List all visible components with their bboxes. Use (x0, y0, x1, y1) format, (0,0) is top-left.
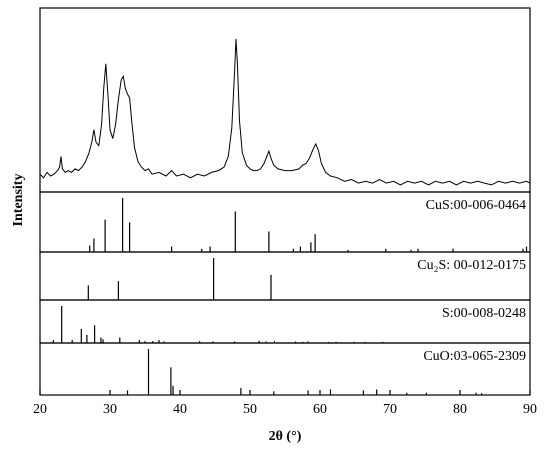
phase-label: S:00-008-0248 (442, 306, 526, 321)
y-axis-label: Intensity (11, 174, 26, 227)
x-tick-label: 30 (103, 402, 117, 417)
phase-label: CuO:03-065-2309 (423, 349, 526, 364)
x-tick-label: 80 (453, 402, 467, 417)
x-tick-label: 20 (33, 402, 47, 417)
x-tick-label: 70 (383, 402, 397, 417)
x-tick-label: 50 (243, 402, 257, 417)
phase-label: CuS:00-006-0464 (426, 198, 526, 213)
xrd-pattern (39, 38, 531, 186)
phase-label: Cu₂S: 00-012-0175 (417, 258, 526, 273)
panel-frame (39, 342, 531, 396)
x-tick-label: 90 (523, 402, 537, 417)
panel-frame (39, 7, 531, 193)
x-tick-label: 40 (173, 402, 187, 417)
x-tick-label: 60 (313, 402, 327, 417)
x-axis-label: 2θ (°) (269, 429, 302, 444)
